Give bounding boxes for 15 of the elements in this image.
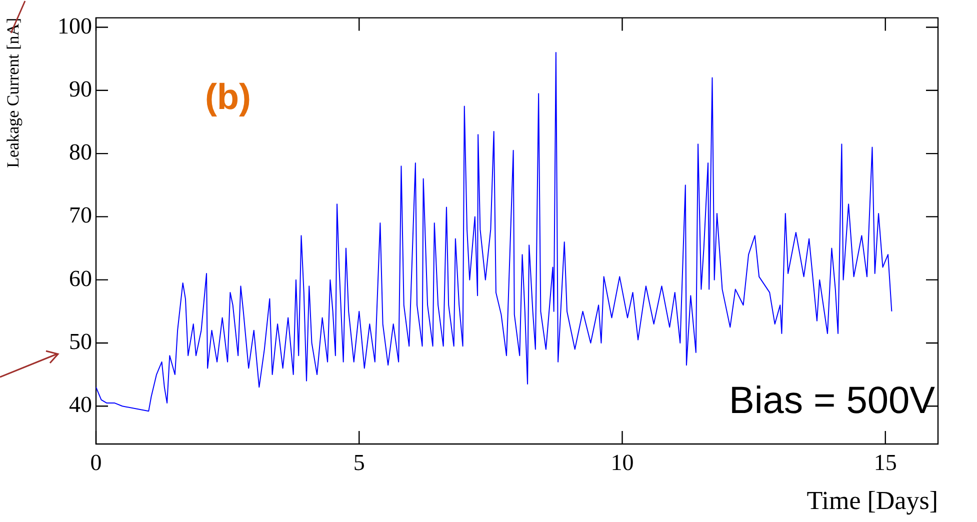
y-axis-title: Leakage Current [nA] bbox=[4, 18, 23, 168]
x-tick-label: 15 bbox=[874, 450, 897, 475]
annotation: (b) bbox=[205, 76, 251, 118]
x-axis-title: Time [Days] bbox=[806, 486, 938, 516]
y-tick-label: 100 bbox=[58, 13, 92, 38]
annotation: Bias = 500V bbox=[729, 380, 935, 423]
y-tick-label: 70 bbox=[69, 202, 92, 228]
y-tick-label: 50 bbox=[69, 329, 92, 354]
x-tick-label: 0 bbox=[90, 450, 102, 475]
y-tick-label: 40 bbox=[69, 392, 92, 418]
x-tick-label: 10 bbox=[610, 450, 634, 475]
x-tick-label: 5 bbox=[353, 450, 365, 475]
y-tick-label: 60 bbox=[69, 266, 92, 291]
y-tick-label: 90 bbox=[69, 76, 92, 102]
y-tick-label: 80 bbox=[69, 140, 92, 165]
